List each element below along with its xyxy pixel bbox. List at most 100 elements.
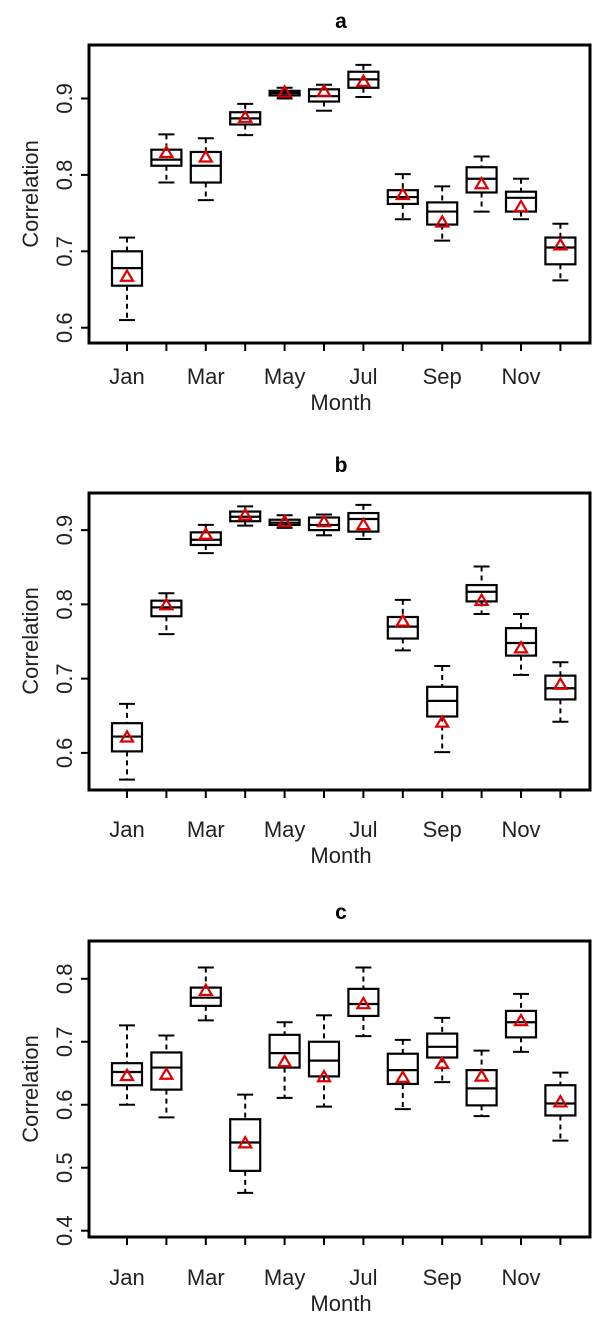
mean-marker: [237, 507, 254, 521]
panel-c-box-dec: [544, 1071, 577, 1142]
panel-b-box-sep: [426, 665, 459, 754]
panel-a-x-tick-label: Sep: [423, 364, 462, 389]
mean-marker: [197, 526, 214, 540]
panel-a-frame: [87, 43, 592, 345]
panel-a-y-axis-title: Correlation: [18, 140, 43, 248]
mean-marker: [276, 513, 293, 528]
panel-a-box-mar: [189, 137, 222, 202]
panel-c-x-tick-label: May: [264, 1265, 306, 1290]
panel-c-y-tick-label: 0.6: [52, 1089, 77, 1120]
panel-c-box-jan: [110, 1024, 144, 1106]
mean-marker: [434, 714, 451, 728]
panel-a-box-aug: [386, 173, 419, 221]
mean-marker: [394, 1069, 411, 1083]
panel-b-box-may: [268, 513, 301, 529]
mean-marker: [473, 592, 490, 606]
mean-marker: [552, 1094, 569, 1108]
mean-marker: [119, 1067, 135, 1082]
panel-a: a 0.6 0.7 0.8 0.9 Jan Mar May Jul Sep Nov Correla…: [18, 10, 592, 415]
panel-a-y-tick-label: 0.9: [52, 83, 77, 114]
panel-c-y-tick-label: 0.5: [52, 1152, 77, 1183]
mean-marker: [197, 982, 214, 997]
mean-marker: [355, 516, 372, 531]
panel-c-y-tick-label: 0.8: [52, 963, 77, 994]
mean-marker: [237, 109, 254, 123]
mean-marker: [394, 186, 411, 201]
panel-b-box-oct: [465, 565, 498, 616]
panel-a-x-axis-title: Month: [310, 390, 371, 415]
panel-c-y-tick-label: 0.7: [52, 1026, 77, 1057]
mean-marker: [316, 83, 332, 97]
iqr-box: [544, 236, 577, 266]
panel-a-box-jul: [347, 63, 380, 98]
panel-b-x-tick-label: Nov: [501, 817, 540, 842]
mean-marker: [434, 1055, 451, 1070]
mean-marker: [158, 144, 175, 159]
mean-marker: [316, 513, 332, 528]
panel-b-y-axis-title: Correlation: [18, 587, 43, 695]
mean-marker: [355, 73, 372, 87]
panel-c-box-jul: [347, 966, 380, 1038]
panel-b: b 0.6 0.7 0.8 0.9 Jan Mar May Jul Sep Nov Correla…: [18, 454, 592, 868]
mean-marker: [513, 640, 529, 654]
panel-b-y-tick-label: 0.8: [52, 589, 77, 620]
iqr-box: [347, 987, 380, 1018]
panel-c-x-tick-label: Mar: [187, 1265, 225, 1290]
iqr-box: [504, 627, 538, 657]
panel-a-marks: 0.6 0.7 0.8 0.9 Jan Mar May Jul Sep Nov: [52, 63, 577, 389]
iqr-box: [426, 201, 459, 226]
panel-b-box-apr: [229, 505, 262, 527]
panel-a-box-jun: [307, 83, 341, 112]
panel-c-frame: [87, 939, 592, 1239]
mean-marker: [316, 1068, 332, 1083]
panel-b-x-tick-label: Jan: [109, 817, 144, 842]
panel-a-x-tick-label: Nov: [501, 364, 540, 389]
panel-b-x-axis-title: Month: [310, 843, 371, 868]
panel-a-box-dec: [544, 222, 577, 282]
panel-a-box-sep: [426, 185, 459, 242]
panel-b-box-jul: [347, 503, 380, 541]
mean-marker: [473, 175, 490, 190]
iqr-box: [307, 1040, 341, 1078]
iqr-box: [386, 615, 419, 640]
mean-marker: [276, 1053, 293, 1068]
mean-marker: [158, 596, 175, 611]
panel-b-box-jan: [110, 702, 144, 781]
panel-c-box-aug: [386, 1038, 419, 1111]
panel-c-x-axis-title: Month: [310, 1291, 371, 1316]
panel-a-x-tick-label: Jul: [349, 364, 377, 389]
mean-marker: [237, 1134, 254, 1149]
panel-c-box-sep: [426, 1016, 459, 1084]
iqr-box: [544, 1084, 577, 1117]
panel-b-box-nov: [504, 613, 538, 676]
panel-a-box-feb: [150, 133, 183, 184]
mean-marker: [473, 1068, 490, 1082]
panel-c-x-tick-label: Sep: [423, 1265, 462, 1290]
panel-a-y-tick-label: 0.6: [52, 312, 77, 343]
panel-b-box-dec: [544, 661, 577, 723]
panel-a-box-apr: [229, 102, 262, 137]
panel-b-x-tick-label: Jul: [349, 817, 377, 842]
panel-b-y-tick-label: 0.7: [52, 663, 77, 694]
panel-c-box-nov: [504, 992, 538, 1053]
panel-c-box-apr: [229, 1093, 262, 1194]
mean-marker: [119, 268, 135, 282]
panel-a-box-oct: [465, 155, 498, 213]
panel-c-y-tick-label: 0.4: [52, 1215, 77, 1246]
panel-c-x-tick-label: Nov: [501, 1265, 540, 1290]
iqr-box: [229, 1118, 262, 1172]
mean-marker: [158, 1066, 175, 1080]
mean-marker: [276, 84, 293, 98]
iqr-box: [386, 1052, 419, 1086]
panel-b-box-feb: [150, 592, 183, 636]
panel-a-y-tick-label: 0.7: [52, 236, 77, 267]
iqr-box: [268, 1033, 301, 1069]
panel-a-y-tick-label: 0.8: [52, 160, 77, 191]
panel-b-x-tick-label: Mar: [187, 817, 225, 842]
iqr-box: [307, 516, 341, 532]
panel-a-box-jan: [110, 236, 144, 322]
panel-a-x-tick-label: May: [264, 364, 306, 389]
mean-marker: [513, 1012, 529, 1027]
mean-marker: [513, 198, 529, 213]
